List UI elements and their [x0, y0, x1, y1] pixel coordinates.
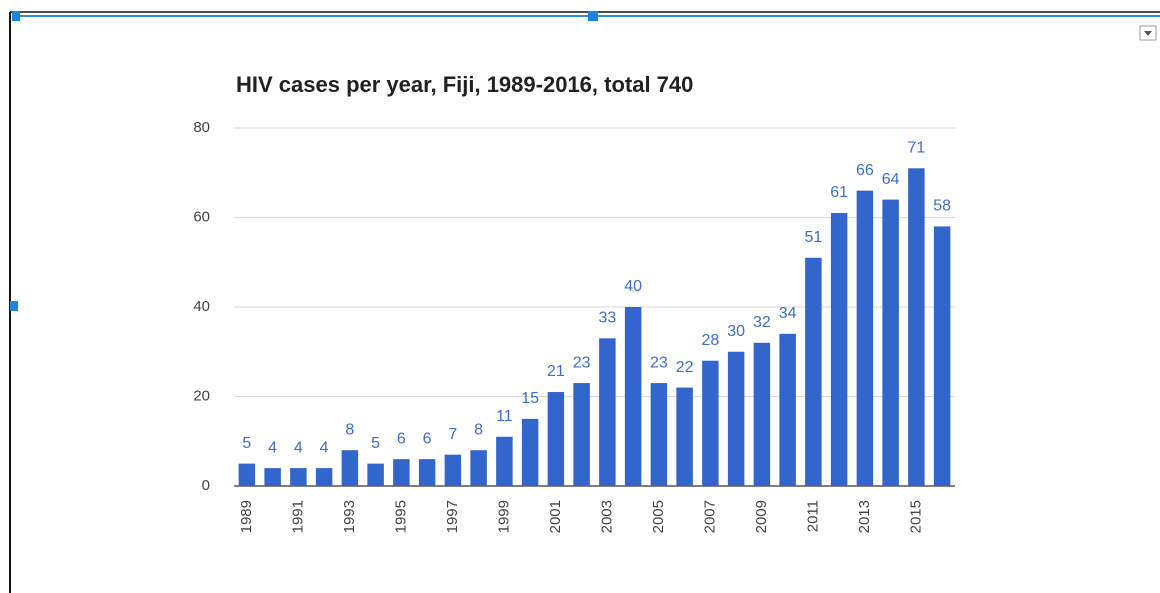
- x-tick-label: 1997: [444, 500, 461, 533]
- bar: [882, 199, 899, 486]
- x-tick-label: 2003: [598, 500, 615, 533]
- x-tick-label: 2013: [856, 500, 873, 533]
- y-tick-label: 80: [193, 119, 210, 136]
- selection-handle: [12, 11, 20, 21]
- y-tick-label: 40: [193, 298, 210, 315]
- data-label: 23: [650, 354, 668, 371]
- data-label: 11: [496, 408, 513, 425]
- data-label: 61: [830, 184, 848, 201]
- bar: [650, 383, 668, 486]
- bar: [290, 468, 307, 486]
- menu-arrow: [1144, 31, 1152, 36]
- bar: [521, 418, 539, 486]
- x-tick-label: 2001: [547, 500, 564, 533]
- bar: [341, 450, 359, 486]
- bar: [908, 168, 925, 486]
- data-label: 4: [294, 439, 303, 456]
- data-label: 40: [624, 278, 642, 295]
- bar: [573, 383, 590, 486]
- bar: [367, 463, 384, 486]
- bar: [444, 454, 462, 486]
- data-label: 30: [727, 323, 745, 340]
- data-label: 23: [573, 354, 591, 371]
- data-label: 4: [268, 439, 277, 456]
- bar: [496, 436, 513, 486]
- data-label: 8: [345, 421, 354, 438]
- bar: [238, 463, 256, 486]
- data-label: 6: [423, 430, 432, 447]
- data-label: 28: [701, 332, 719, 349]
- bar: [470, 450, 487, 486]
- bar: [547, 392, 565, 486]
- selection-handle: [588, 11, 598, 21]
- bar: [599, 338, 616, 486]
- x-tick-label: 1991: [289, 500, 306, 533]
- bar: [315, 468, 333, 486]
- data-label: 5: [242, 435, 251, 452]
- bar: [727, 351, 745, 486]
- x-tick-label: 2009: [753, 500, 770, 533]
- data-label: 64: [882, 171, 900, 188]
- x-tick-label: 2015: [907, 500, 924, 533]
- bar: [676, 387, 693, 486]
- y-tick-label: 0: [202, 477, 210, 494]
- bar: [779, 333, 796, 486]
- data-label: 22: [676, 359, 694, 376]
- x-tick-label: 2005: [650, 500, 667, 533]
- chart-title: HIV cases per year, Fiji, 1989-2016, tot…: [236, 72, 693, 97]
- y-tick-label: 20: [193, 387, 210, 404]
- data-label: 15: [521, 390, 539, 407]
- bar: [856, 190, 874, 486]
- x-tick-label: 2007: [701, 500, 718, 533]
- bar: [418, 459, 436, 486]
- data-label: 71: [907, 139, 925, 156]
- bar: [753, 342, 771, 486]
- bar: [393, 459, 410, 486]
- bar: [624, 307, 642, 486]
- x-tick-label: 1999: [495, 500, 512, 533]
- selection-handle: [10, 301, 18, 311]
- x-tick-label: 1989: [238, 500, 255, 533]
- data-label: 58: [933, 198, 951, 215]
- data-label: 66: [856, 162, 874, 179]
- bar: [830, 213, 848, 486]
- bar: [264, 468, 281, 486]
- data-label: 8: [474, 421, 483, 438]
- data-label: 7: [448, 426, 457, 443]
- y-tick-label: 60: [193, 208, 210, 225]
- x-tick-label: 1995: [392, 500, 409, 533]
- data-label: 51: [804, 229, 822, 246]
- bar: [933, 226, 951, 486]
- data-label: 33: [598, 310, 616, 327]
- bar: [702, 360, 719, 486]
- bar: [805, 257, 822, 486]
- data-label: 34: [779, 305, 797, 322]
- data-label: 21: [547, 363, 565, 380]
- data-label: 6: [397, 430, 406, 447]
- data-label: 5: [371, 435, 380, 452]
- data-label: 4: [320, 439, 329, 456]
- x-tick-label: 1993: [341, 500, 358, 533]
- data-label: 32: [753, 314, 771, 331]
- x-tick-label: 2011: [804, 500, 821, 532]
